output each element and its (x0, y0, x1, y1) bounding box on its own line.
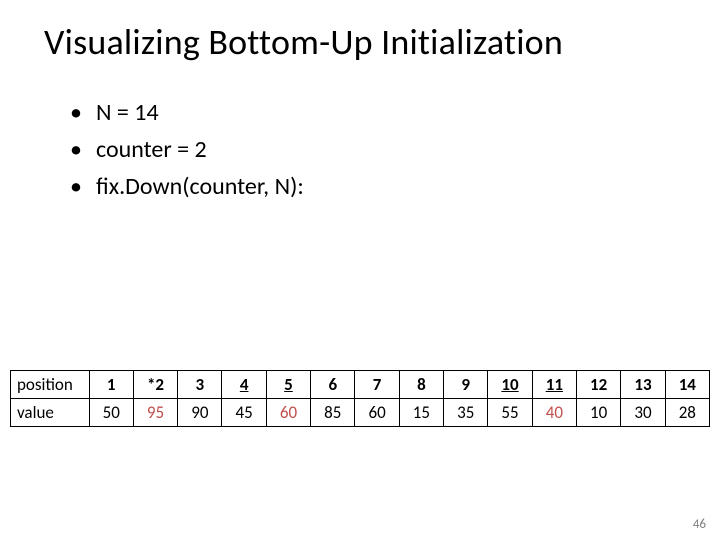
value-cell: 85 (311, 399, 355, 427)
bullet-item: fix.Down(counter, N): (70, 168, 690, 205)
value-cell: 60 (266, 399, 310, 427)
position-cell: 4 (222, 371, 266, 399)
bullet-list: N = 14 counter = 2 fix.Down(counter, N): (70, 94, 690, 206)
table-row-position: position 1*234567891011121314 (11, 371, 710, 399)
value-cell: 60 (355, 399, 399, 427)
position-cell: *2 (133, 371, 177, 399)
heap-table: position 1*234567891011121314 value 5095… (10, 370, 710, 427)
position-cell: 11 (532, 371, 576, 399)
row-label-position: position (11, 371, 90, 399)
value-cell: 55 (488, 399, 532, 427)
value-cell: 90 (178, 399, 222, 427)
bullet-item: counter = 2 (70, 131, 690, 168)
bullet-item: N = 14 (70, 94, 690, 131)
value-cell: 30 (621, 399, 665, 427)
value-cell: 28 (665, 399, 709, 427)
position-cell: 3 (178, 371, 222, 399)
value-cell: 50 (89, 399, 133, 427)
position-cell: 13 (621, 371, 665, 399)
value-cell: 15 (399, 399, 443, 427)
value-cell: 40 (532, 399, 576, 427)
value-cell: 45 (222, 399, 266, 427)
heap-table-wrap: position 1*234567891011121314 value 5095… (10, 370, 710, 427)
value-cell: 95 (133, 399, 177, 427)
position-cell: 14 (665, 371, 709, 399)
table-row-value: value 5095904560856015355540103028 (11, 399, 710, 427)
position-cell: 10 (488, 371, 532, 399)
position-cell: 7 (355, 371, 399, 399)
position-cell: 9 (444, 371, 488, 399)
position-cell: 6 (311, 371, 355, 399)
row-label-value: value (11, 399, 90, 427)
position-cell: 8 (399, 371, 443, 399)
slide-title: Visualizing Bottom-Up Initialization (44, 20, 690, 64)
slide-number: 46 (693, 517, 706, 532)
slide: Visualizing Bottom-Up Initialization N =… (0, 0, 720, 540)
value-cell: 35 (444, 399, 488, 427)
position-cell: 5 (266, 371, 310, 399)
position-cell: 12 (576, 371, 620, 399)
value-cell: 10 (576, 399, 620, 427)
position-cell: 1 (89, 371, 133, 399)
